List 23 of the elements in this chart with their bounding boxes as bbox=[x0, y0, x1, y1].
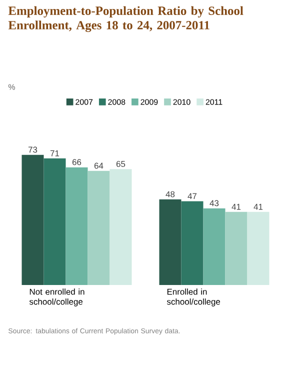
data-label: 64 bbox=[94, 162, 104, 169]
bar bbox=[110, 169, 132, 286]
bar bbox=[247, 212, 270, 286]
bar bbox=[44, 158, 66, 286]
data-label: 47 bbox=[188, 193, 197, 200]
bar bbox=[181, 201, 204, 286]
data-label: 48 bbox=[166, 191, 175, 198]
data-label: 73 bbox=[28, 146, 38, 153]
bar bbox=[225, 212, 248, 286]
data-label: 43 bbox=[210, 200, 219, 206]
chart-title: Employment-to-Population Ratio by School Enrollment, Ages 18 to 24, 2007-2011 bbox=[8, 6, 244, 32]
bar bbox=[88, 170, 110, 286]
data-label: 71 bbox=[50, 150, 60, 156]
bar bbox=[203, 208, 226, 286]
data-label: 65 bbox=[116, 160, 126, 167]
x-tick-label: Not enrolled in school/college bbox=[29, 288, 84, 306]
data-label: 66 bbox=[72, 159, 82, 166]
bar bbox=[66, 167, 88, 286]
bar bbox=[159, 199, 182, 286]
x-tick-label: Enrolled in school/college bbox=[166, 288, 220, 306]
data-label: 41 bbox=[232, 204, 241, 210]
data-label: 41 bbox=[254, 204, 263, 210]
bar bbox=[22, 154, 44, 286]
